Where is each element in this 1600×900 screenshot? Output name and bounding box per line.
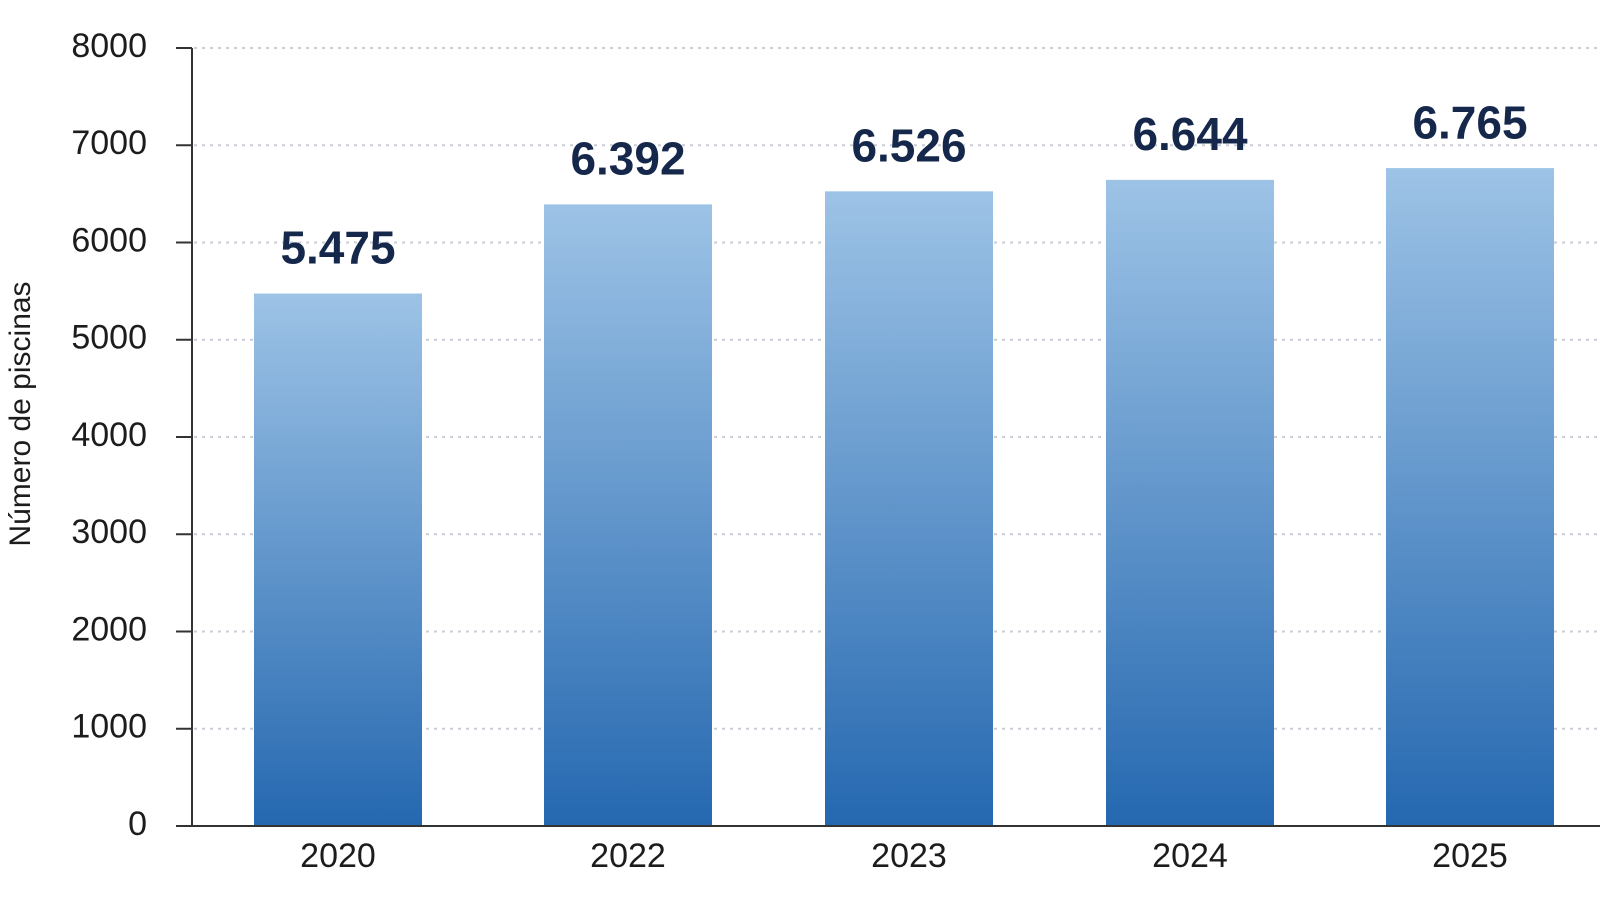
bar-2025 <box>1386 168 1554 826</box>
value-labels: 5.475 6.392 6.526 6.644 6.765 <box>280 96 1527 273</box>
bar-2023 <box>825 191 993 826</box>
y-tick-label: 4000 <box>71 416 147 454</box>
value-label: 5.475 <box>280 222 395 274</box>
y-tick-label: 5000 <box>71 319 147 357</box>
y-tick-label: 3000 <box>71 513 147 551</box>
y-axis-label: Número de piscinas <box>4 281 37 546</box>
x-tick-label: 2020 <box>300 837 376 875</box>
value-label: 6.392 <box>570 133 685 185</box>
bar-2020 <box>254 293 422 826</box>
bar-2024 <box>1106 179 1274 827</box>
y-tick-labels: 0 1000 2000 3000 4000 5000 6000 7000 8000 <box>71 27 147 843</box>
x-tick-label: 2023 <box>871 837 947 875</box>
y-tick-label: 1000 <box>71 708 147 746</box>
value-label: 6.644 <box>1132 108 1248 160</box>
y-tick-label: 0 <box>128 805 147 843</box>
value-label: 6.765 <box>1412 96 1527 148</box>
bar-2022 <box>544 204 712 827</box>
x-tick-labels: 2020 2022 2023 2024 2025 <box>300 837 1508 875</box>
y-tick-label: 2000 <box>71 610 147 648</box>
bars <box>254 168 1554 827</box>
y-tick-label: 8000 <box>71 27 147 65</box>
y-tick-label: 7000 <box>71 124 147 162</box>
value-label: 6.526 <box>851 120 966 172</box>
y-tick-label: 6000 <box>71 221 147 259</box>
x-tick-label: 2025 <box>1432 837 1508 875</box>
axes <box>178 48 1600 827</box>
x-tick-label: 2024 <box>1152 837 1228 875</box>
gridlines <box>176 47 1600 827</box>
x-tick-label: 2022 <box>590 837 666 875</box>
